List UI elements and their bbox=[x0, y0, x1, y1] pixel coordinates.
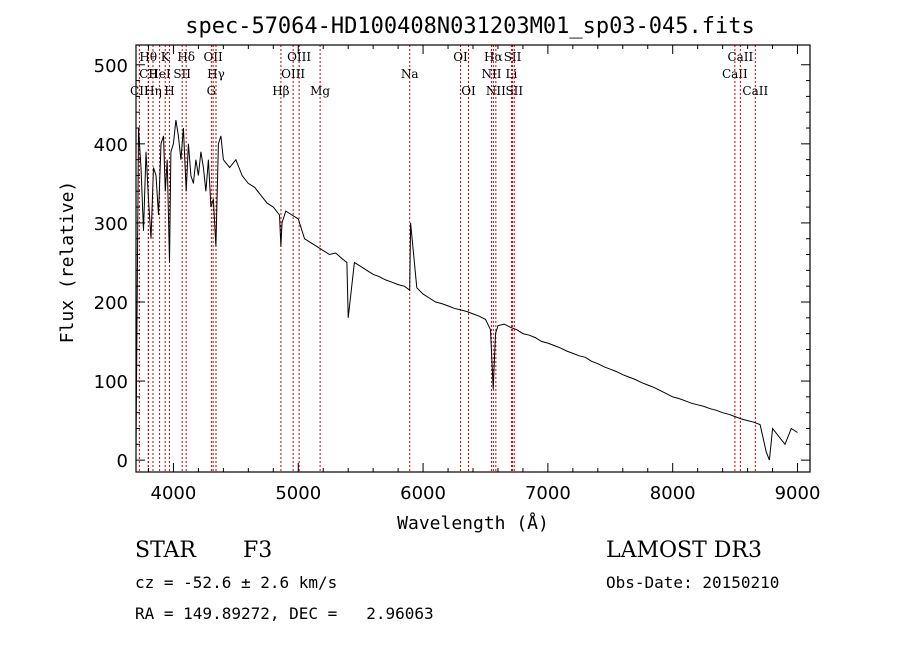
spectral-line-label: SII bbox=[505, 84, 523, 98]
spectral-line-label: G bbox=[207, 84, 217, 98]
survey-name: LAMOST DR3 bbox=[606, 538, 762, 563]
spectral-line-label: NII bbox=[481, 67, 501, 81]
object-class: STAR bbox=[135, 538, 196, 563]
spectral-line-label: SII bbox=[173, 67, 191, 81]
spectral-line-label: Li bbox=[506, 67, 518, 81]
spectral-line-markers: CIIHθCIIHηHeIKHSIIHδGOIIHγHβOIIIOIIIMgNa… bbox=[130, 45, 768, 472]
y-tick-label: 400 bbox=[94, 135, 128, 156]
spectral-line-label: OIII bbox=[281, 67, 305, 81]
x-axis-label: Wavelength (Å) bbox=[397, 512, 549, 534]
spectral-line-label: Hβ bbox=[272, 84, 289, 98]
coordinates: RA = 149.89272, DEC = 2.96063 bbox=[135, 604, 434, 623]
x-tick-label: 6000 bbox=[400, 483, 446, 504]
spectral-line-label: CaII bbox=[722, 67, 748, 81]
y-axis: 0 100 200 300 400 500 bbox=[94, 56, 810, 472]
x-axis: 4000 5000 6000 7000 8000 9000 bbox=[147, 45, 821, 504]
y-tick-label: 100 bbox=[94, 372, 128, 393]
spectral-line-label: NII bbox=[486, 84, 506, 98]
chart-title: spec-57064-HD100408N031203M01_sp03-045.f… bbox=[185, 14, 755, 39]
x-tick-label: 5000 bbox=[275, 483, 321, 504]
y-axis-label: Flux (relative) bbox=[57, 181, 78, 344]
redshift-velocity: cz = -52.6 ± 2.6 km/s bbox=[135, 573, 338, 592]
y-tick-label: 300 bbox=[94, 214, 128, 235]
spectral-line-label: Mg bbox=[310, 84, 330, 98]
spectral-line-label: Hα bbox=[484, 50, 503, 64]
spectral-line-label: H bbox=[164, 84, 174, 98]
spectral-line-label: Hδ bbox=[177, 50, 195, 64]
x-tick-label: 9000 bbox=[775, 483, 821, 504]
spectral-line-label: OII bbox=[203, 50, 223, 64]
x-tick-label: 8000 bbox=[650, 483, 696, 504]
spectral-line-label: OIII bbox=[287, 50, 311, 64]
spectral-line-label: CaII bbox=[727, 50, 753, 64]
spectral-line-label: CaII bbox=[742, 84, 768, 98]
y-tick-label: 200 bbox=[94, 293, 128, 314]
observation-date: Obs-Date: 20150210 bbox=[606, 573, 780, 592]
x-tick-label: 7000 bbox=[525, 483, 571, 504]
spectral-line-label: Na bbox=[401, 67, 419, 81]
spectral-line-label: CII bbox=[130, 84, 149, 98]
spectral-line-label: K bbox=[161, 50, 171, 64]
spectral-line-label: OI bbox=[453, 50, 468, 64]
spectral-line-label: OI bbox=[461, 84, 476, 98]
spectrum-line bbox=[135, 120, 798, 461]
spectral-line-label: HeI bbox=[148, 67, 171, 81]
spectral-line-label: Hγ bbox=[207, 67, 225, 81]
spectral-line-label: SII bbox=[504, 50, 522, 64]
y-tick-label: 500 bbox=[94, 56, 128, 77]
y-tick-label: 0 bbox=[117, 451, 128, 472]
spectral-line-label: Hη bbox=[144, 84, 162, 98]
object-subclass: F3 bbox=[243, 538, 273, 563]
x-tick-label: 4000 bbox=[151, 483, 197, 504]
spectrum-series bbox=[135, 120, 798, 461]
